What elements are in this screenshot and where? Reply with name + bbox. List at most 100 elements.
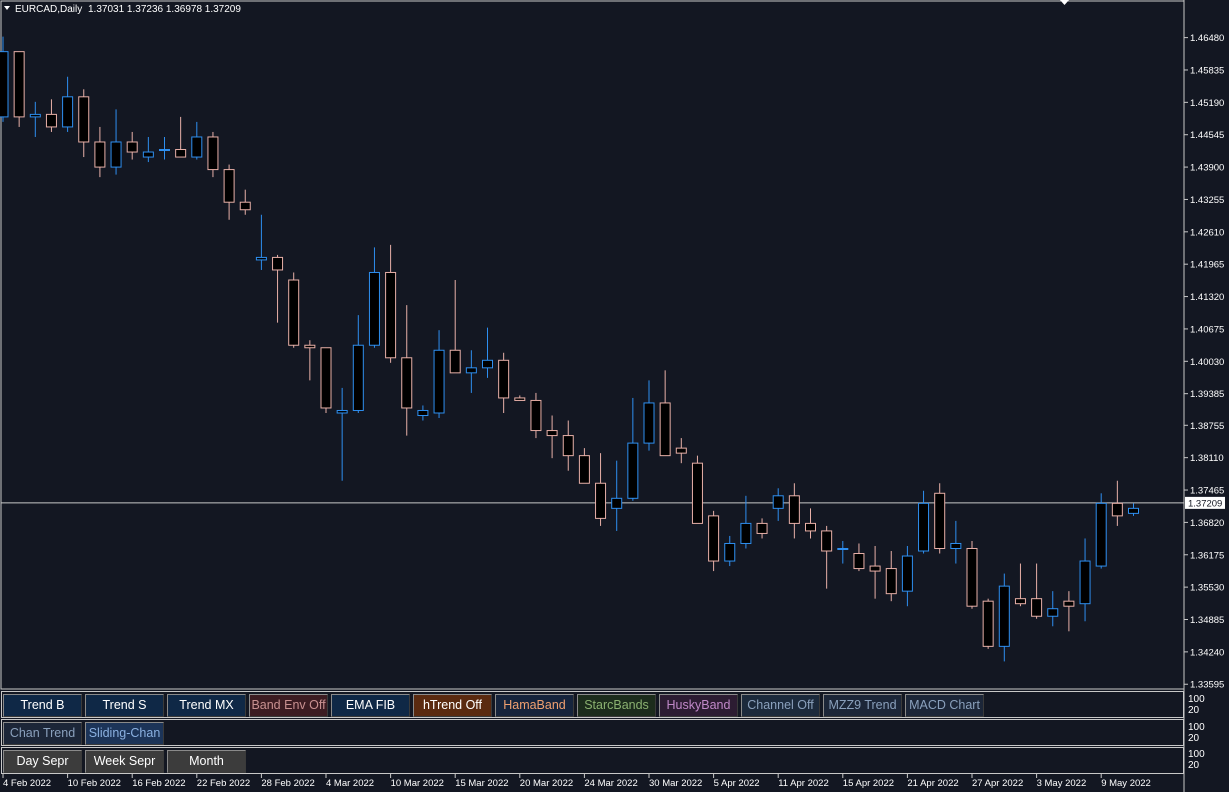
candle-body bbox=[918, 502, 930, 552]
price-tick-label: 1.36175 bbox=[1190, 550, 1224, 561]
candle bbox=[772, 488, 784, 521]
candle-body bbox=[578, 455, 590, 484]
time-tick-label: 4 Feb 2022 bbox=[3, 778, 51, 789]
chart-shift-marker-icon[interactable] bbox=[1060, 0, 1069, 5]
candle bbox=[272, 254, 284, 323]
candle bbox=[788, 483, 800, 539]
candle-body bbox=[482, 359, 493, 369]
candle bbox=[385, 244, 397, 363]
candle-body bbox=[368, 271, 380, 346]
candle-body bbox=[29, 113, 41, 118]
trend-b-button[interactable]: Trend B bbox=[3, 694, 82, 717]
candle bbox=[530, 392, 542, 439]
candle bbox=[805, 508, 816, 539]
time-tick-label: 5 Apr 2022 bbox=[714, 778, 760, 789]
candle-body bbox=[611, 497, 623, 509]
candle-body bbox=[966, 547, 978, 607]
trend-s-button[interactable]: Trend S bbox=[85, 694, 164, 717]
candle bbox=[514, 395, 526, 401]
candle bbox=[918, 490, 930, 554]
candle bbox=[837, 540, 849, 564]
candle-body bbox=[223, 169, 235, 203]
channel-off-button[interactable]: Channel Off bbox=[741, 694, 820, 717]
candle-body bbox=[595, 482, 607, 519]
candle bbox=[29, 101, 41, 137]
candle bbox=[320, 347, 332, 413]
candle bbox=[578, 448, 590, 484]
symbol-dropdown-icon[interactable] bbox=[4, 6, 10, 10]
candle-body bbox=[837, 547, 849, 550]
candle bbox=[627, 397, 639, 501]
candle-body bbox=[1014, 598, 1026, 605]
macd-chart-button[interactable]: MACD Chart bbox=[905, 694, 984, 717]
hamaband-button[interactable]: HamaBand bbox=[495, 694, 574, 717]
candle bbox=[740, 495, 752, 549]
htrend-off-button[interactable]: hTrend Off bbox=[413, 694, 492, 717]
candle-body bbox=[691, 462, 703, 524]
candle bbox=[401, 305, 413, 436]
time-tick-label: 27 Apr 2022 bbox=[972, 778, 1023, 789]
candle-body bbox=[514, 397, 526, 401]
candle-body bbox=[627, 442, 639, 499]
candle bbox=[1031, 563, 1043, 619]
candle bbox=[982, 598, 994, 649]
price-tick-label: 1.36820 bbox=[1190, 518, 1224, 529]
candle-body bbox=[788, 495, 800, 524]
time-tick-label: 9 May 2022 bbox=[1101, 778, 1151, 789]
candle bbox=[368, 247, 380, 348]
time-tick-label: 21 Apr 2022 bbox=[907, 778, 958, 789]
time-tick-label: 15 Apr 2022 bbox=[843, 778, 894, 789]
price-tick-label: 1.40675 bbox=[1190, 324, 1224, 335]
candle bbox=[869, 545, 881, 599]
price-tick-label: 1.39385 bbox=[1190, 389, 1224, 400]
candle bbox=[498, 352, 510, 413]
week-sepr-button[interactable]: Week Sepr bbox=[85, 750, 164, 773]
candle-body bbox=[62, 96, 74, 128]
candle bbox=[562, 420, 574, 471]
candle bbox=[78, 89, 90, 158]
month-button[interactable]: Month bbox=[167, 750, 246, 773]
starcbands-button[interactable]: StarcBands bbox=[577, 694, 656, 717]
time-tick-label: 20 Mar 2022 bbox=[520, 778, 573, 789]
candle-body bbox=[142, 151, 154, 158]
candle-body bbox=[239, 201, 251, 211]
candle-body bbox=[998, 585, 1010, 647]
ema-fib-button[interactable]: EMA FIB bbox=[331, 694, 410, 717]
indicator-panel-2 bbox=[1, 719, 1184, 746]
candle-body bbox=[756, 522, 768, 534]
time-tick-label: 4 Mar 2022 bbox=[326, 778, 374, 789]
trend-mx-button[interactable]: Trend MX bbox=[167, 694, 246, 717]
candle-body bbox=[1128, 507, 1139, 514]
sliding-chan-button[interactable]: Sliding-Chan bbox=[85, 722, 164, 745]
price-tick-label: 1.34885 bbox=[1190, 615, 1224, 626]
day-sepr-button[interactable]: Day Sepr bbox=[3, 750, 82, 773]
candle-body bbox=[643, 402, 655, 444]
candle bbox=[336, 387, 348, 481]
price-tick-label: 1.38110 bbox=[1190, 453, 1224, 464]
time-axis: 4 Feb 2022 10 Feb 2022 16 Feb 2022 22 Feb 2… bbox=[2, 774, 1151, 789]
price-tick-label: 1.35530 bbox=[1190, 583, 1224, 594]
candle bbox=[1014, 563, 1026, 607]
candle bbox=[950, 520, 962, 564]
candle-body bbox=[885, 568, 897, 595]
candle bbox=[110, 109, 122, 175]
huskyband-button[interactable]: HuskyBand bbox=[659, 694, 738, 717]
price-tick-label: 1.33595 bbox=[1190, 680, 1224, 691]
candle-body bbox=[159, 149, 170, 152]
candle-body bbox=[0, 51, 9, 118]
candle-body bbox=[45, 113, 57, 128]
chan-trend-button[interactable]: Chan Trend bbox=[3, 722, 82, 745]
candle-body bbox=[901, 555, 913, 592]
candle bbox=[142, 136, 154, 163]
mzz9-trend-button[interactable]: MZZ9 Trend bbox=[823, 694, 902, 717]
candle-body bbox=[352, 344, 364, 411]
time-tick-label: 28 Feb 2022 bbox=[261, 778, 314, 789]
band-env-off-button[interactable]: Band Env Off bbox=[249, 694, 328, 717]
candles-group bbox=[0, 36, 1139, 662]
candle-body bbox=[982, 600, 994, 647]
candle-body bbox=[869, 565, 881, 572]
time-tick-label: 3 May 2022 bbox=[1037, 778, 1087, 789]
candle-body bbox=[708, 515, 720, 562]
price-tick-label: 1.38755 bbox=[1190, 421, 1224, 432]
